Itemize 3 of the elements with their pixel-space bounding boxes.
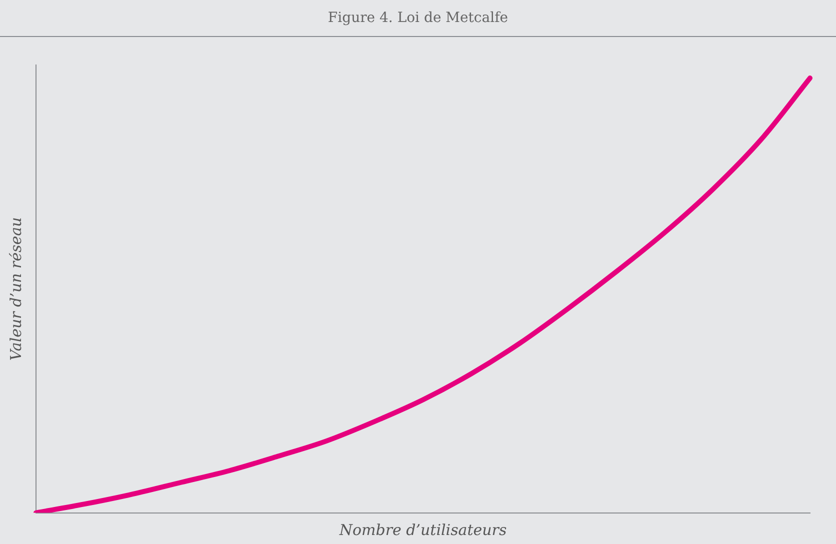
- x-axis-title: Nombre d’utilisateurs: [338, 520, 507, 539]
- y-axis-title: Valeur d’un réseau: [6, 217, 25, 361]
- chart-title: Figure 4. Loi de Metcalfe: [0, 0, 836, 37]
